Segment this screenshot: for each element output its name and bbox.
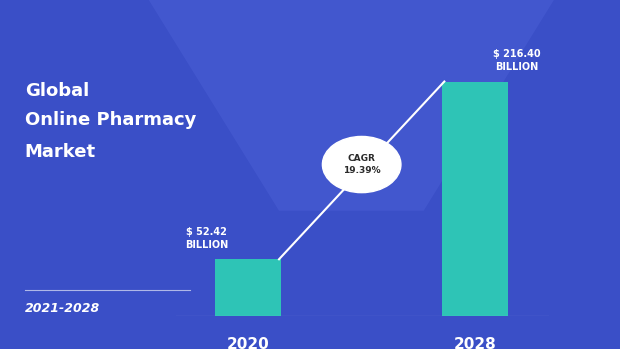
Text: $ 52.42
BILLION: $ 52.42 BILLION bbox=[185, 227, 228, 250]
Text: Online Pharmacy: Online Pharmacy bbox=[25, 111, 196, 129]
Text: CAGR
19.39%: CAGR 19.39% bbox=[343, 154, 381, 175]
Text: Global: Global bbox=[25, 82, 89, 100]
Text: 2021-2028: 2021-2028 bbox=[25, 302, 100, 315]
Text: $ 216.40
BILLION: $ 216.40 BILLION bbox=[493, 49, 541, 72]
Bar bbox=[215, 259, 281, 316]
Text: 2028: 2028 bbox=[454, 337, 497, 349]
Text: 2020: 2020 bbox=[227, 337, 269, 349]
Ellipse shape bbox=[322, 136, 401, 193]
Text: Market: Market bbox=[25, 143, 96, 161]
Polygon shape bbox=[135, 0, 569, 211]
Bar bbox=[442, 82, 508, 316]
